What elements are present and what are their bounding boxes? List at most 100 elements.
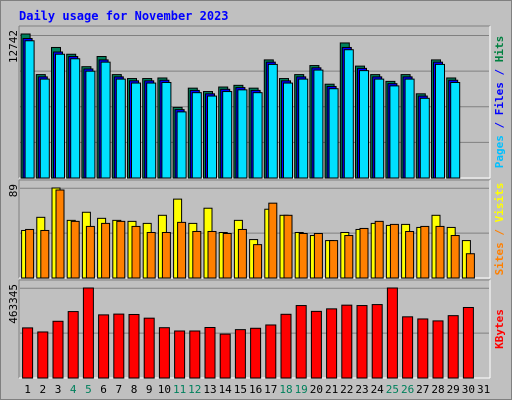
bar-sites-day-15 — [237, 228, 247, 279]
bar-pages-day-12 — [191, 92, 202, 179]
day-label-26: 26 — [401, 383, 414, 396]
bar-pages-day-15 — [237, 89, 248, 179]
bar-sites-day-22 — [344, 235, 354, 279]
axis-label-part: / — [493, 62, 506, 82]
bar-pages-day-10 — [161, 82, 172, 179]
bar-kbytes-day-27 — [417, 318, 429, 379]
chart-title: Daily usage for November 2023 — [19, 9, 229, 23]
bar-kbytes-day-18 — [280, 313, 292, 379]
day-label-22: 22 — [340, 383, 353, 396]
bar-pages-day-7 — [115, 78, 126, 179]
axis-label-part: Pages — [493, 135, 506, 168]
bar-kbytes-day-14 — [219, 333, 231, 379]
bar-pages-day-29 — [450, 82, 461, 179]
bar-sites-day-14 — [222, 233, 232, 279]
bar-sites-day-4 — [70, 220, 80, 279]
bar-sites-day-1 — [25, 228, 35, 279]
bar-sites-day-30 — [465, 253, 475, 279]
scale-label: 89 — [7, 184, 20, 197]
day-label-3: 3 — [55, 383, 62, 396]
bar-pages-day-4 — [70, 58, 81, 179]
bar-kbytes-day-12 — [189, 330, 201, 379]
bar-kbytes-day-21 — [326, 308, 338, 379]
bar-sites-day-12 — [192, 230, 202, 279]
day-label-31: 31 — [477, 383, 490, 396]
axis-label-part: Hits — [493, 36, 506, 63]
bar-pages-day-18 — [283, 82, 293, 179]
bar-kbytes-day-10 — [158, 327, 170, 379]
bar-sites-day-6 — [101, 222, 111, 279]
bar-kbytes-day-17 — [265, 324, 277, 379]
day-label-5: 5 — [85, 383, 92, 396]
bar-kbytes-day-7 — [113, 313, 125, 379]
bar-sites-day-17 — [268, 202, 278, 279]
bar-pages-day-5 — [85, 70, 96, 179]
day-label-27: 27 — [416, 383, 429, 396]
bar-pages-day-28 — [435, 63, 445, 179]
bar-pages-day-27 — [419, 97, 430, 179]
axis-label-visits-sites: Sites / Visits — [493, 183, 506, 276]
day-label-2: 2 — [39, 383, 46, 396]
bar-kbytes-day-16 — [250, 327, 262, 379]
bar-kbytes-day-23 — [356, 305, 368, 379]
axis-label-part: Visits — [493, 183, 506, 223]
bar-pages-day-16 — [252, 92, 263, 179]
day-label-17: 17 — [264, 383, 277, 396]
bar-kbytes-day-25 — [386, 287, 398, 379]
bar-sites-day-24 — [374, 220, 384, 279]
bar-kbytes-day-30 — [462, 306, 474, 379]
bar-pages-day-11 — [176, 111, 187, 179]
bar-kbytes-day-24 — [371, 304, 383, 379]
bar-kbytes-day-5 — [82, 287, 94, 379]
day-label-7: 7 — [115, 383, 122, 396]
axis-label-hits-files-pages: Pages / Files / Hits — [493, 36, 506, 169]
bar-sites-day-23 — [359, 227, 369, 279]
axis-label-part: / — [493, 115, 506, 135]
day-label-15: 15 — [234, 383, 247, 396]
bar-pages-day-25 — [389, 85, 400, 179]
axis-label-kbytes: KBytes — [493, 309, 506, 349]
bar-sites-day-3 — [55, 189, 65, 279]
bar-kbytes-day-6 — [98, 314, 110, 379]
day-label-25: 25 — [386, 383, 399, 396]
bar-kbytes-day-2 — [37, 331, 49, 379]
scale-label: 463345 — [7, 284, 20, 324]
bar-pages-day-22 — [343, 49, 354, 179]
day-label-13: 13 — [203, 383, 216, 396]
day-label-28: 28 — [431, 383, 444, 396]
bar-kbytes-day-28 — [432, 320, 444, 379]
bar-sites-day-19 — [298, 233, 308, 279]
bar-pages-day-20 — [313, 69, 324, 179]
bar-sites-day-25 — [389, 223, 399, 279]
bar-kbytes-day-15 — [234, 329, 246, 379]
day-label-23: 23 — [355, 383, 368, 396]
bar-kbytes-day-1 — [22, 327, 34, 379]
bar-pages-day-6 — [100, 61, 111, 179]
bar-sites-day-2 — [40, 229, 50, 279]
bar-kbytes-day-26 — [402, 316, 414, 379]
day-label-19: 19 — [295, 383, 308, 396]
day-label-21: 21 — [325, 383, 338, 396]
bar-kbytes-day-20 — [310, 310, 322, 379]
axis-label-part: Files — [493, 82, 506, 115]
bar-kbytes-day-3 — [52, 320, 64, 379]
bar-pages-day-26 — [404, 78, 415, 179]
bar-pages-day-2 — [39, 78, 50, 179]
day-label-8: 8 — [131, 383, 138, 396]
bar-sites-day-26 — [405, 230, 415, 279]
day-label-1: 1 — [24, 383, 31, 396]
bar-sites-day-28 — [435, 225, 445, 279]
bar-pages-day-21 — [328, 88, 339, 179]
bar-pages-day-24 — [374, 78, 385, 179]
bar-kbytes-day-19 — [295, 305, 307, 379]
bar-pages-day-9 — [146, 82, 157, 179]
bar-sites-day-16 — [253, 244, 263, 279]
day-label-16: 16 — [249, 383, 262, 396]
day-label-14: 14 — [219, 383, 233, 396]
day-label-29: 29 — [447, 383, 460, 396]
day-label-10: 10 — [158, 383, 171, 396]
bar-pages-day-19 — [298, 78, 309, 179]
bar-kbytes-day-11 — [174, 330, 186, 379]
bar-sites-day-18 — [283, 214, 293, 279]
day-label-12: 12 — [188, 383, 201, 396]
